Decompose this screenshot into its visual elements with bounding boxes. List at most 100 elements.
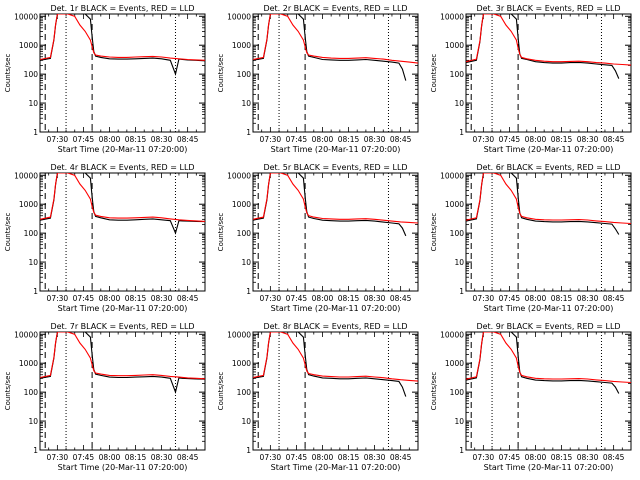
x-tick-label: 08:30 xyxy=(151,135,173,144)
y-axis-label: Counts/sec xyxy=(4,372,12,411)
y-tick-label: 10000 xyxy=(14,12,38,21)
plot-frame xyxy=(465,172,632,292)
y-tick-label: 1 xyxy=(246,128,251,137)
detector-panel: 1 10 100 1000 10000 07:30 07:45 08:00 08:15 08:30… xyxy=(430,163,632,313)
series-line-black xyxy=(466,173,620,235)
detector-panel: 1 10 100 1000 10000 07:30 07:45 08:00 08:15 08:30… xyxy=(430,4,632,154)
x-axis-label: Start Time (20-Mar-11 07:20:00) xyxy=(484,463,614,472)
y-tick-label: 1000 xyxy=(19,200,38,209)
x-tick-label: 08:00 xyxy=(525,135,547,144)
y-tick-label: 1000 xyxy=(445,200,464,209)
y-tick-label: 10 xyxy=(28,99,38,108)
x-tick-label: 08:45 xyxy=(390,294,412,303)
y-tick-label: 100 xyxy=(24,70,39,79)
x-tick-label: 08:00 xyxy=(312,294,334,303)
y-tick-label: 1 xyxy=(459,446,464,455)
y-tick-label: 10000 xyxy=(227,171,251,180)
x-axis-label: Start Time (20-Mar-11 07:20:00) xyxy=(484,304,614,313)
y-tick-label: 100 xyxy=(237,229,252,238)
detector-panel: 1 10 100 1000 10000 07:30 07:45 08:00 08:15 08:30… xyxy=(4,322,206,472)
y-tick-label: 1 xyxy=(459,128,464,137)
x-tick-label: 08:00 xyxy=(525,294,547,303)
plot-frame xyxy=(39,331,206,451)
detector-panel: 1 10 100 1000 10000 07:30 07:45 08:00 08:15 08:30… xyxy=(217,163,419,313)
x-tick-label: 07:45 xyxy=(286,294,308,303)
x-tick-label: 08:30 xyxy=(577,294,599,303)
x-tick-label: 08:45 xyxy=(603,453,625,462)
y-axis-label: Counts/sec xyxy=(430,213,438,252)
series-line-black xyxy=(40,173,205,235)
x-tick-label: 08:30 xyxy=(364,294,386,303)
chart-title: Det. 1r BLACK = Events, RED = LLD xyxy=(50,4,194,13)
series-line-black xyxy=(253,14,407,81)
y-tick-label: 10 xyxy=(28,258,38,267)
x-tick-label: 07:45 xyxy=(286,453,308,462)
x-tick-label: 08:45 xyxy=(390,135,412,144)
x-tick-label: 07:45 xyxy=(499,453,521,462)
y-tick-label: 100 xyxy=(24,388,39,397)
y-axis-label: Counts/sec xyxy=(217,213,225,252)
detector-panel: 1 10 100 1000 10000 07:30 07:45 08:00 08:15 08:30… xyxy=(430,322,632,472)
y-tick-label: 1000 xyxy=(445,359,464,368)
y-tick-label: 1000 xyxy=(19,41,38,50)
x-tick-label: 07:30 xyxy=(473,294,495,303)
y-tick-label: 10000 xyxy=(440,12,464,21)
y-tick-label: 10 xyxy=(454,417,464,426)
x-tick-label: 07:30 xyxy=(260,135,282,144)
y-tick-label: 10000 xyxy=(440,171,464,180)
y-tick-label: 10 xyxy=(454,99,464,108)
series-line-black xyxy=(466,332,620,394)
plot-frame xyxy=(39,172,206,292)
y-tick-label: 1 xyxy=(246,287,251,296)
y-axis-label: Counts/sec xyxy=(4,213,12,252)
chart-title: Det. 3r BLACK = Events, RED = LLD xyxy=(476,4,620,13)
x-tick-label: 07:45 xyxy=(73,453,95,462)
plot-frame xyxy=(39,13,206,133)
x-tick-label: 08:30 xyxy=(577,135,599,144)
x-tick-label: 08:15 xyxy=(551,453,573,462)
detector-panel: 1 10 100 1000 10000 07:30 07:45 08:00 08:15 08:30… xyxy=(217,322,419,472)
x-axis-label: Start Time (20-Mar-11 07:20:00) xyxy=(58,463,188,472)
x-tick-label: 07:30 xyxy=(260,294,282,303)
x-tick-label: 08:00 xyxy=(312,453,334,462)
y-tick-label: 1000 xyxy=(232,200,251,209)
series-line-red xyxy=(466,332,631,384)
x-tick-label: 08:00 xyxy=(99,135,121,144)
x-tick-label: 08:30 xyxy=(151,294,173,303)
y-tick-label: 10 xyxy=(241,417,251,426)
y-tick-label: 1 xyxy=(459,287,464,296)
y-axis-label: Counts/sec xyxy=(4,54,12,93)
series-line-red xyxy=(253,14,418,64)
y-tick-label: 10000 xyxy=(227,12,251,21)
x-tick-label: 08:00 xyxy=(312,135,334,144)
chart-title: Det. 8r BLACK = Events, RED = LLD xyxy=(263,322,407,331)
x-tick-label: 07:30 xyxy=(473,453,495,462)
x-tick-label: 07:45 xyxy=(499,135,521,144)
chart-title: Det. 6r BLACK = Events, RED = LLD xyxy=(476,163,620,172)
y-tick-label: 10 xyxy=(454,258,464,267)
y-tick-label: 100 xyxy=(24,229,39,238)
y-axis-label: Counts/sec xyxy=(430,54,438,93)
y-tick-label: 1000 xyxy=(232,359,251,368)
x-tick-label: 07:30 xyxy=(260,453,282,462)
x-tick-label: 08:30 xyxy=(364,135,386,144)
x-tick-label: 08:30 xyxy=(577,453,599,462)
detector-panel: 1 10 100 1000 10000 07:30 07:45 08:00 08:15 08:30… xyxy=(217,4,419,154)
x-tick-label: 08:45 xyxy=(177,453,199,462)
y-tick-label: 1 xyxy=(33,446,38,455)
x-axis-label: Start Time (20-Mar-11 07:20:00) xyxy=(271,145,401,154)
y-tick-label: 10 xyxy=(241,258,251,267)
series-line-black xyxy=(253,332,407,397)
plot-frame xyxy=(252,331,419,451)
series-line-red xyxy=(466,173,631,225)
plot-frame xyxy=(465,13,632,133)
series-line-red xyxy=(253,173,418,224)
x-axis-label: Start Time (20-Mar-11 07:20:00) xyxy=(484,145,614,154)
y-tick-label: 100 xyxy=(450,70,465,79)
x-tick-label: 07:45 xyxy=(286,135,308,144)
series-line-red xyxy=(40,173,205,222)
x-tick-label: 08:15 xyxy=(338,453,360,462)
x-tick-label: 08:15 xyxy=(125,453,147,462)
chart-title: Det. 5r BLACK = Events, RED = LLD xyxy=(263,163,407,172)
